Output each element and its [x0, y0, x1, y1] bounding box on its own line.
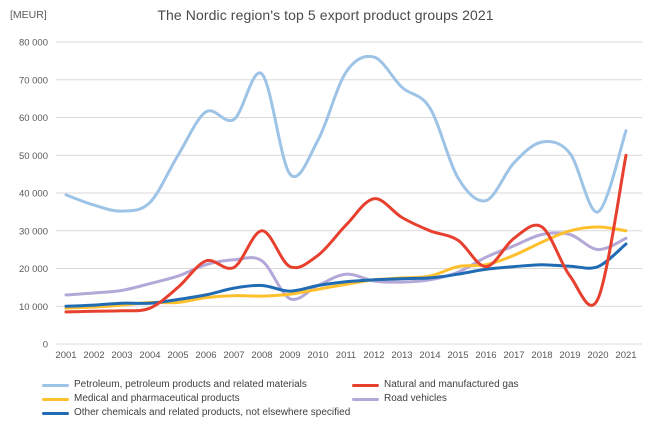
legend-column-left: Petroleum, petroleum products and relate… — [42, 378, 352, 420]
legend-label: Other chemicals and related products, no… — [74, 407, 351, 418]
x-axis-tick-label: 2012 — [363, 350, 384, 361]
x-axis-tick-label: 2009 — [279, 350, 300, 361]
x-axis-tick-label: 2008 — [251, 350, 272, 361]
legend-item-natural-and-manufactured: Natural and manufactured gas — [352, 378, 519, 392]
series-line-natural-and-manufactured — [64, 153, 628, 314]
x-axis-tick-label: 2005 — [167, 350, 188, 361]
y-axis-tick-label: 10 000 — [19, 302, 48, 313]
x-axis-tick-label: 2003 — [111, 350, 132, 361]
units-label: [MEUR] — [10, 9, 47, 21]
y-axis-tick-label: 50 000 — [19, 151, 48, 162]
series-line-medical-and-pharmaceutical — [64, 225, 628, 310]
x-axis-tick-label: 2007 — [223, 350, 244, 361]
x-axis-tick-label: 2010 — [307, 350, 328, 361]
series-line-petroleum-petroleum-products — [64, 54, 628, 214]
x-axis-tick-label: 2017 — [503, 350, 524, 361]
chart-title: The Nordic region's top 5 export product… — [157, 7, 494, 23]
x-axis-tick-label: 2006 — [195, 350, 216, 361]
legend-column-right: Natural and manufactured gas Road vehicle… — [352, 378, 519, 420]
x-axis-tick-label: 2013 — [391, 350, 412, 361]
y-axis-tick-label: 70 000 — [19, 75, 48, 86]
legend-line-swatch — [42, 411, 69, 415]
legend-item-other-chemicals-and: Other chemicals and related products, no… — [42, 406, 352, 420]
series-line-road-vehicles — [64, 231, 628, 301]
legend-line-swatch — [42, 397, 69, 401]
x-axis-tick-label: 2018 — [531, 350, 552, 361]
y-axis-tick-label: 60 000 — [19, 113, 48, 124]
y-axis-tick-label: 20 000 — [19, 264, 48, 275]
x-axis-tick-label: 2021 — [615, 350, 636, 361]
legend-item-road-vehicles: Road vehicles — [352, 392, 519, 406]
y-axis-tick-label: 30 000 — [19, 226, 48, 237]
x-axis-tick-label: 2002 — [83, 350, 104, 361]
x-axis-tick-label: 2014 — [419, 350, 440, 361]
x-axis-tick-label: 2001 — [55, 350, 76, 361]
x-axis-tick-label: 2011 — [336, 350, 356, 361]
x-axis-tick-label: 2015 — [447, 350, 468, 361]
legend-label: Medical and pharmaceutical products — [74, 393, 240, 404]
x-axis-tick-label: 2016 — [475, 350, 496, 361]
legend-item-petroleum-petroleum-products: Petroleum, petroleum products and relate… — [42, 378, 352, 392]
legend-label: Petroleum, petroleum products and relate… — [74, 379, 307, 390]
y-axis-tick-label: 80 000 — [19, 38, 48, 49]
legend-label: Natural and manufactured gas — [384, 379, 519, 390]
x-axis-tick-label: 2004 — [139, 350, 160, 361]
x-axis-tick-label: 2019 — [559, 350, 580, 361]
legend-line-swatch — [352, 383, 379, 387]
y-axis-tick-label: 40 000 — [19, 189, 48, 200]
legend-label: Road vehicles — [384, 393, 447, 404]
legend-line-swatch — [42, 383, 69, 387]
legend-line-swatch — [352, 397, 379, 401]
x-axis-tick-label: 2020 — [587, 350, 608, 361]
legend: Petroleum, petroleum products and relate… — [0, 378, 651, 420]
legend-item-medical-and-pharmaceutical: Medical and pharmaceutical products — [42, 392, 352, 406]
y-axis-tick-label: 0 — [43, 340, 48, 351]
